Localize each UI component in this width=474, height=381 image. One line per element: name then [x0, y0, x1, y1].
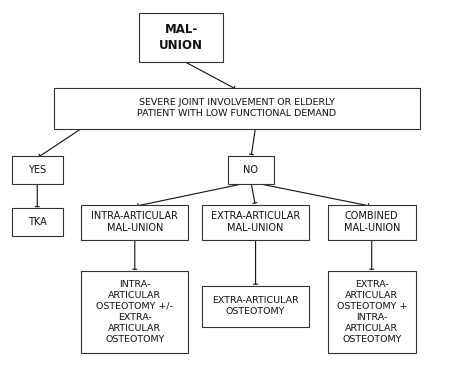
FancyBboxPatch shape: [202, 205, 309, 240]
FancyBboxPatch shape: [228, 156, 274, 184]
FancyBboxPatch shape: [12, 156, 63, 184]
FancyBboxPatch shape: [12, 208, 63, 236]
FancyBboxPatch shape: [82, 271, 188, 353]
Text: COMBINED
MAL-UNION: COMBINED MAL-UNION: [344, 211, 400, 234]
FancyBboxPatch shape: [328, 271, 416, 353]
Text: TKA: TKA: [28, 217, 46, 227]
FancyBboxPatch shape: [82, 205, 188, 240]
Text: EXTRA-ARTICULAR
OSTEOTOMY: EXTRA-ARTICULAR OSTEOTOMY: [212, 296, 299, 316]
Text: EXTRA-
ARTICULAR
OSTEOTOMY +
INTRA-
ARTICULAR
OSTEOTOMY: EXTRA- ARTICULAR OSTEOTOMY + INTRA- ARTI…: [337, 280, 407, 344]
FancyBboxPatch shape: [54, 88, 420, 129]
FancyBboxPatch shape: [328, 205, 416, 240]
Text: INTRA-ARTICULAR
MAL-UNION: INTRA-ARTICULAR MAL-UNION: [91, 211, 178, 234]
Text: EXTRA-ARTICULAR
MAL-UNION: EXTRA-ARTICULAR MAL-UNION: [211, 211, 300, 234]
Text: SEVERE JOINT INVOLVEMENT OR ELDERLY
PATIENT WITH LOW FUNCTIONAL DEMAND: SEVERE JOINT INVOLVEMENT OR ELDERLY PATI…: [137, 98, 337, 118]
FancyBboxPatch shape: [202, 286, 309, 327]
Text: INTRA-
ARTICULAR
OSTEOTOMY +/-
EXTRA-
ARTICULAR
OSTEOTOMY: INTRA- ARTICULAR OSTEOTOMY +/- EXTRA- AR…: [96, 280, 173, 344]
Text: YES: YES: [28, 165, 46, 175]
Text: NO: NO: [244, 165, 258, 175]
Text: MAL-
UNION: MAL- UNION: [159, 23, 203, 52]
FancyBboxPatch shape: [139, 13, 223, 62]
